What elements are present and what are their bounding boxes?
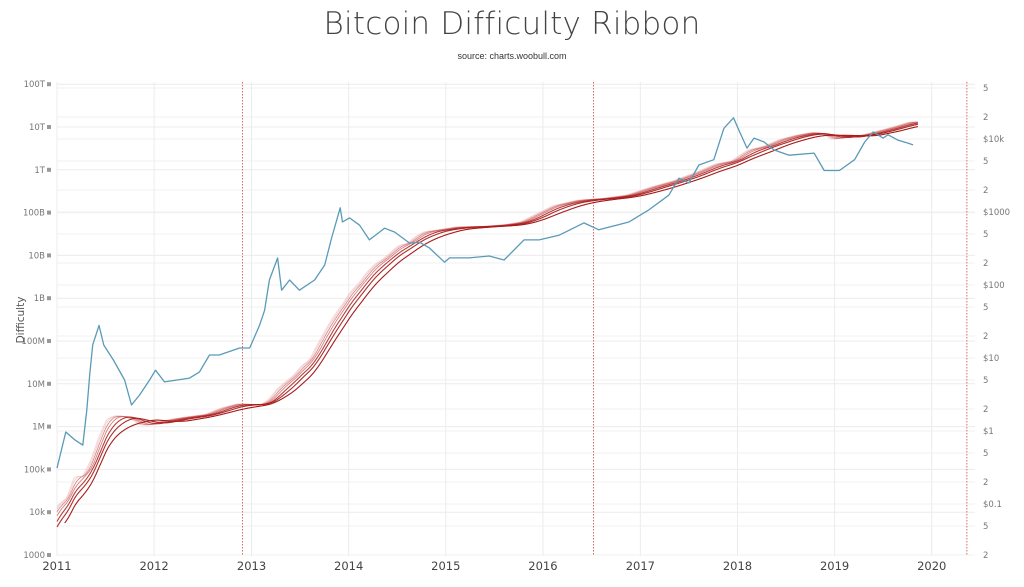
y2-tick-label: 2 — [983, 113, 988, 123]
y-tick-label: 1000 — [23, 551, 45, 561]
y2-tick-label: 2 — [983, 478, 988, 488]
y-tick-label: 1B — [34, 294, 45, 304]
y2-tick-label: $10k — [983, 135, 1004, 145]
ribbon-ma-line — [56, 121, 918, 510]
y2-tick-label: $10 — [983, 354, 999, 364]
price-series — [56, 117, 914, 469]
y-tick-mark — [47, 296, 51, 301]
y2-tick-label: 2 — [983, 259, 988, 269]
x-axis: 2011 2012 2013 2014 2015 2016 2017 2018 2019 2020 — [42, 559, 946, 573]
y2-tick-label: $1 — [983, 427, 994, 437]
y-tick-mark — [47, 125, 51, 129]
y-tick-label: 10B — [28, 251, 45, 261]
ribbon-ma-line — [56, 123, 918, 528]
y2-tick-label: 2 — [983, 186, 988, 196]
y2-tick-label: 2 — [983, 551, 988, 561]
y2-tick-label: 5 — [983, 157, 988, 167]
x-tick-label: 2018 — [723, 559, 752, 573]
y2-tick-label: 2 — [983, 332, 988, 342]
y-tick-label: 10k — [29, 508, 45, 518]
y-tick-mark — [47, 253, 51, 258]
y-tick-mark — [47, 553, 51, 557]
ribbon-ma-line — [56, 122, 918, 522]
x-tick-label: 2014 — [334, 559, 363, 573]
x-tick-label: 2017 — [626, 559, 655, 573]
y-tick-label: 100B — [23, 209, 45, 219]
y-tick-label: 1T — [34, 166, 45, 176]
ribbon-series — [56, 121, 918, 528]
x-tick-label: 2016 — [528, 559, 557, 573]
y-tick-mark — [47, 82, 51, 87]
y2-tick-label: 5 — [983, 84, 988, 94]
y-tick-label: 10T — [29, 123, 46, 133]
y-axis-left: 1000 10k 100k 1M 10M 100M 1B 10B 100B 1T 10T 100T — [21, 80, 51, 561]
halving-lines — [241, 82, 968, 556]
x-tick-label: 2020 — [917, 559, 946, 573]
y-tick-label: 10M — [27, 380, 45, 390]
y2-tick-label: 5 — [983, 303, 988, 313]
y-axis-label: Difficulty — [15, 297, 27, 344]
y-tick-label: 1M — [32, 423, 45, 433]
y-tick-mark — [47, 381, 51, 386]
y2-tick-label: $0.1 — [983, 500, 1002, 510]
y-tick-mark — [47, 339, 51, 343]
ribbon-ma-line — [56, 121, 918, 517]
y-tick-label: 100M — [21, 337, 45, 347]
y-tick-mark — [47, 210, 51, 215]
y-tick-mark — [47, 424, 51, 429]
y-tick-label: 100T — [24, 80, 46, 90]
y-tick-mark — [47, 467, 51, 472]
gridlines — [56, 82, 975, 556]
x-tick-label: 2015 — [431, 559, 460, 573]
price-line — [56, 117, 914, 469]
chart-subtitle: source: charts.woobull.com — [457, 51, 567, 61]
y-axis-right: 2 5 $0.1 2 5 $1 2 5 $10 2 5 $100 2 5 $1000 2 5 $10k 2 5 — [983, 84, 1010, 561]
x-tick-label: 2011 — [42, 559, 71, 573]
y-tick-label: 100k — [24, 465, 45, 475]
x-tick-label: 2013 — [237, 559, 266, 573]
y2-tick-label: 5 — [983, 230, 988, 240]
y-tick-mark — [47, 167, 51, 172]
y2-tick-label: $100 — [983, 281, 1005, 291]
y2-tick-label: $1000 — [983, 208, 1010, 218]
y2-tick-label: 5 — [983, 376, 988, 386]
x-tick-label: 2012 — [139, 559, 168, 573]
chart-title: Bitcoin Difficulty Ribbon — [323, 6, 701, 42]
x-tick-label: 2019 — [820, 559, 849, 573]
y2-tick-label: 2 — [983, 405, 988, 415]
y2-tick-label: 5 — [983, 449, 988, 459]
ribbon-ma-line — [56, 121, 918, 508]
y2-tick-label: 5 — [983, 522, 988, 532]
y-tick-mark — [47, 510, 51, 515]
ribbon-ma-line — [64, 126, 918, 524]
